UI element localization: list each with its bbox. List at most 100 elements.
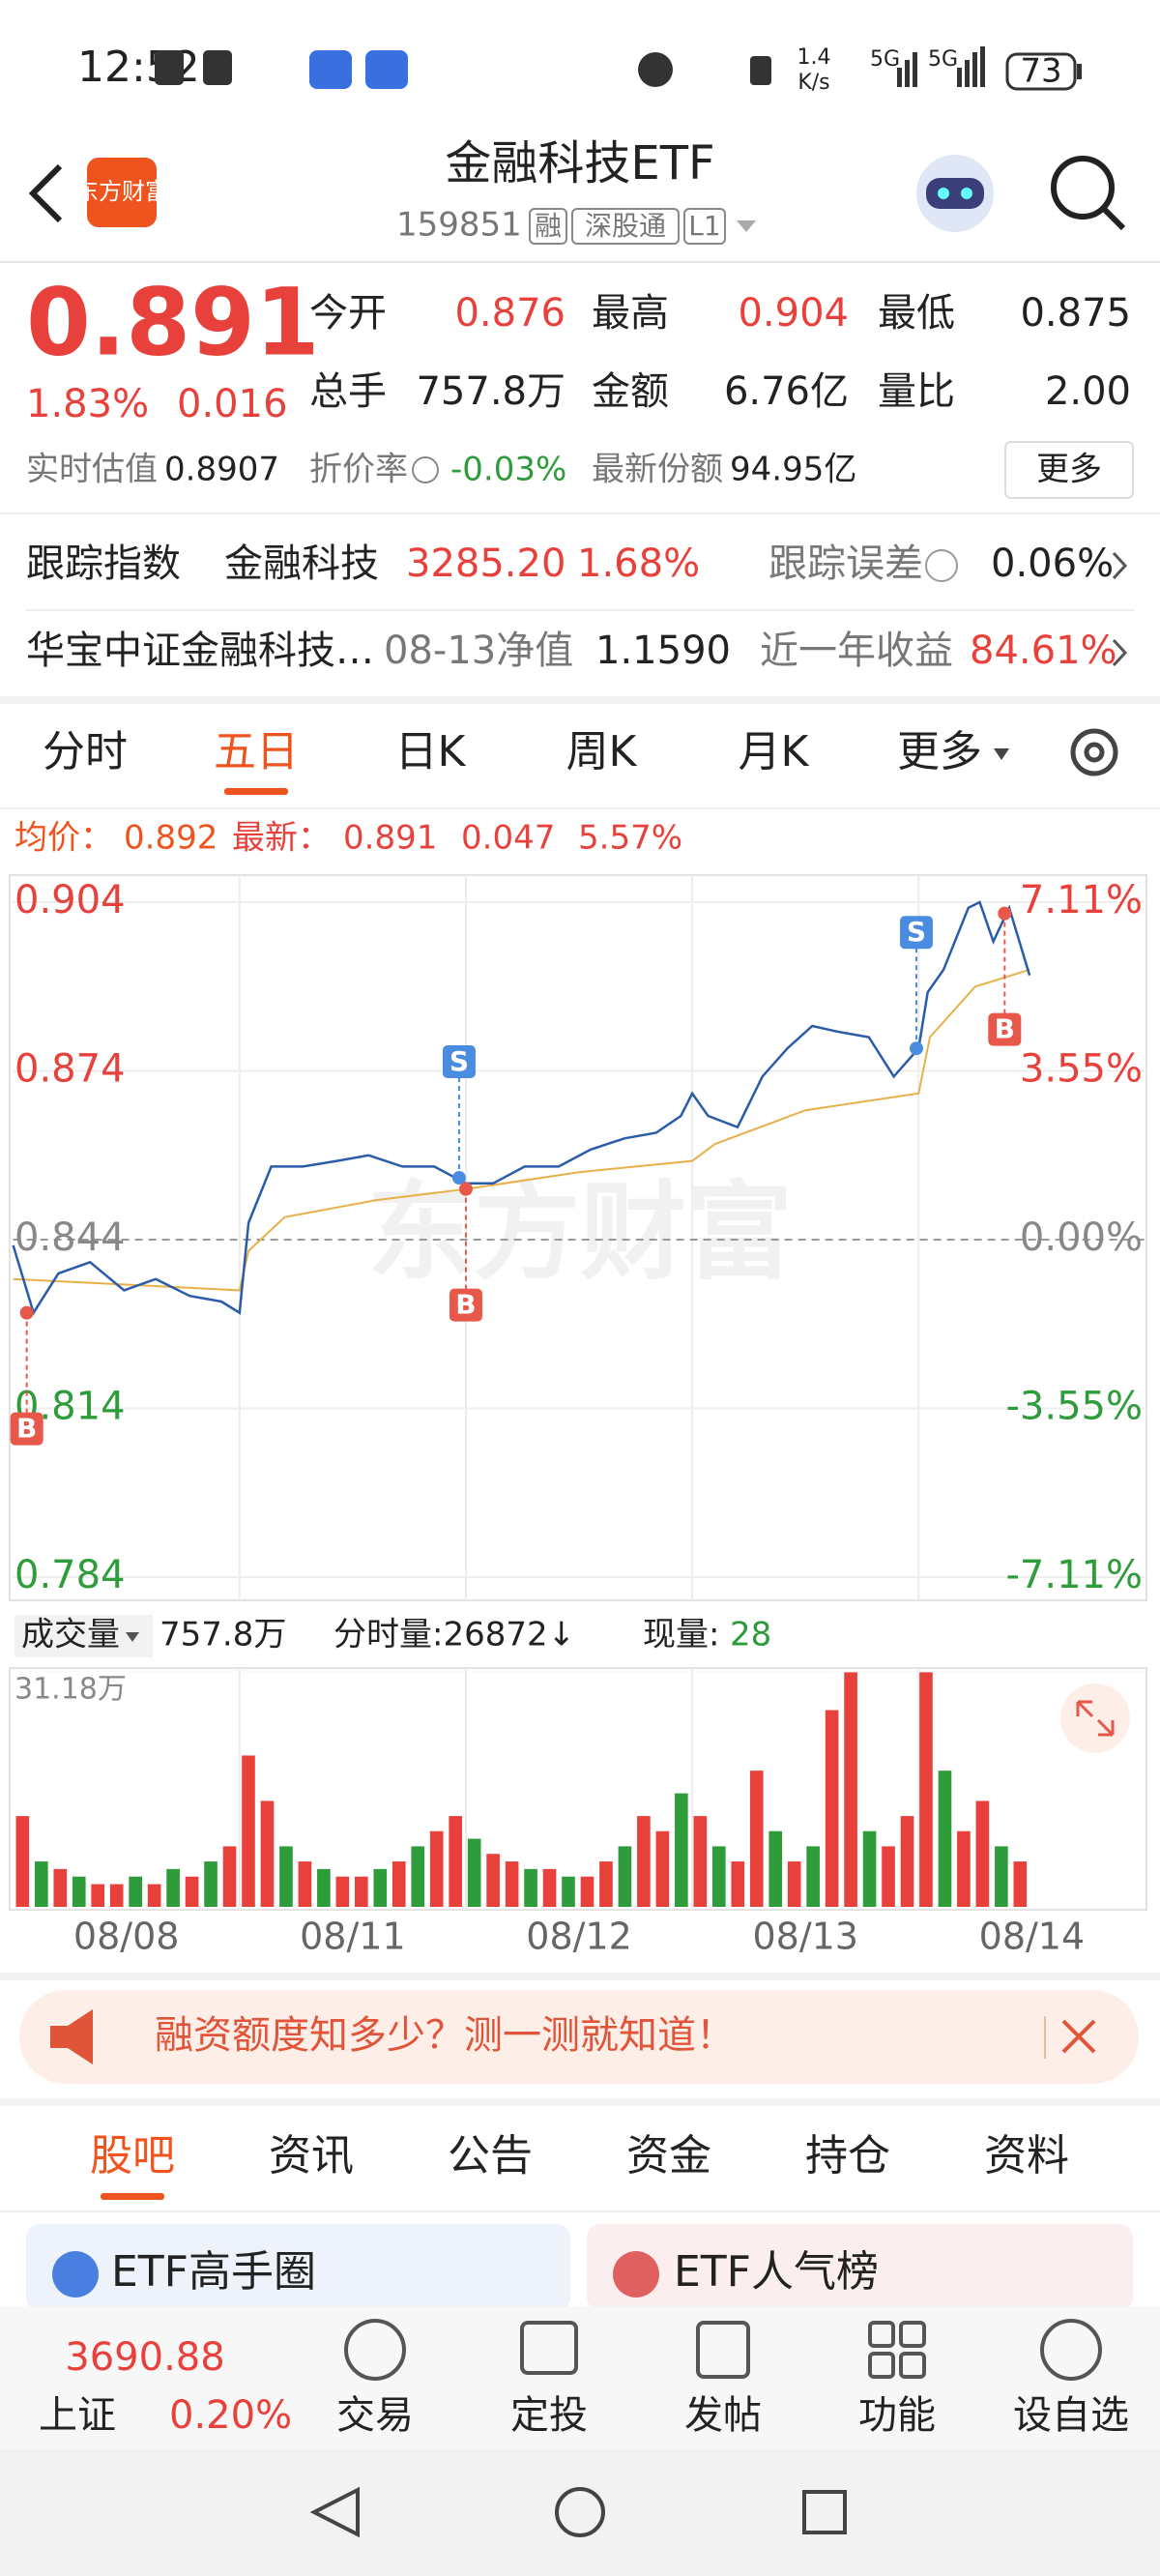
field-label: 最低: [878, 291, 955, 336]
bar-item[interactable]: 设自选: [1013, 2393, 1129, 2438]
robot-avatar[interactable]: [916, 155, 994, 232]
bar-item[interactable]: 功能: [858, 2393, 936, 2438]
error-label: 跟踪误差: [768, 542, 923, 586]
index-change: 0.20%: [169, 2393, 292, 2438]
divider: [0, 261, 1160, 263]
tab[interactable]: 公告: [448, 2131, 533, 2181]
price: 0.891: [26, 268, 320, 376]
divider: [0, 807, 1160, 809]
volume-bar: [675, 1793, 688, 1907]
discount: -0.03%: [450, 451, 566, 489]
bar-item[interactable]: 定投: [510, 2393, 588, 2438]
tab-active[interactable]: 股吧: [90, 2131, 175, 2181]
tab[interactable]: 资金: [626, 2131, 711, 2181]
tag-box: [683, 208, 726, 245]
banner[interactable]: [19, 1990, 1139, 2084]
net-speed: 1.4: [798, 45, 831, 70]
nav-home[interactable]: [555, 2487, 605, 2537]
change-pct: 1.83%: [26, 382, 149, 426]
info-icon[interactable]: [412, 456, 439, 483]
trade-point: [998, 906, 1012, 921]
volume-bar: [242, 1755, 255, 1907]
volume-bar: [637, 1816, 651, 1907]
volume-bar: [411, 1846, 425, 1907]
expand-button[interactable]: [1060, 1683, 1130, 1753]
card[interactable]: [26, 2224, 570, 2311]
trade-point: [458, 1182, 473, 1196]
close-button[interactable]: [1061, 2019, 1096, 2054]
change: 0.016: [177, 382, 288, 426]
y-tick-label: 0.844: [14, 1215, 126, 1260]
volume-bar: [919, 1672, 933, 1907]
discount-label: 折价率: [309, 451, 408, 489]
tracking-value: 3285.20: [406, 542, 566, 586]
bar-item[interactable]: 发帖: [684, 2393, 762, 2438]
divider: [0, 512, 1160, 514]
card-icon: [52, 2251, 99, 2298]
divider: [0, 1973, 1160, 1980]
chart-tab[interactable]: 周K: [566, 727, 638, 776]
volume-bar: [562, 1876, 575, 1907]
tab[interactable]: 持仓: [805, 2131, 890, 2181]
trade-point: [451, 1171, 466, 1186]
chart-tab[interactable]: 分时: [43, 727, 128, 776]
index-name: 上证: [39, 2393, 116, 2438]
tab-underline: [224, 788, 288, 795]
volume-bar: [449, 1816, 462, 1907]
chart-tab-active[interactable]: 五日: [214, 727, 299, 776]
search-button[interactable]: [1051, 156, 1126, 231]
chart-tab[interactable]: 更多: [897, 727, 982, 776]
card[interactable]: [587, 2224, 1133, 2311]
nav-recent[interactable]: [802, 2490, 847, 2534]
shares: 94.95亿: [730, 451, 856, 489]
volume-bar: [995, 1846, 1008, 1907]
volume-bar: [524, 1868, 537, 1907]
tag: 融: [535, 210, 562, 242]
info-icon[interactable]: [925, 549, 958, 582]
tab-underline: [101, 2193, 164, 2200]
y-tick-label: 0.784: [14, 1553, 126, 1597]
tracking-error: 0.06%: [991, 542, 1114, 586]
volume-bar: [392, 1861, 406, 1907]
y-tick-label: 0.874: [14, 1047, 126, 1092]
volume-bar: [72, 1876, 86, 1907]
volume-bar: [938, 1771, 952, 1907]
volume-bar: [844, 1672, 857, 1907]
trade-badge: [988, 1012, 1022, 1046]
chart-tab[interactable]: 月K: [739, 727, 810, 776]
y-tick-label: 0.904: [14, 878, 126, 922]
settings-button[interactable]: [1070, 728, 1118, 776]
chevron[interactable]: [1112, 638, 1128, 667]
y2-tick-label: 0.00%: [1020, 1215, 1143, 1260]
more-button[interactable]: [1004, 441, 1134, 499]
divider: [26, 609, 1134, 611]
field-value: 0.875: [1020, 291, 1131, 336]
bar-item[interactable]: 交易: [336, 2393, 414, 2438]
dropdown: [126, 1632, 139, 1642]
back-button[interactable]: [28, 163, 63, 223]
trade-badge: [442, 1045, 476, 1079]
index-value[interactable]: 3690.88: [65, 2335, 224, 2380]
app-logo: [87, 158, 157, 227]
volume-bar: [655, 1830, 670, 1907]
volume-bar: [900, 1816, 914, 1907]
volume-bar: [618, 1846, 632, 1907]
estimate: 0.8907: [164, 451, 279, 489]
trade-badge: [449, 1288, 482, 1322]
last-label: 最新：: [232, 819, 331, 858]
tab[interactable]: 资讯: [269, 2131, 354, 2181]
series-line: [12, 900, 1031, 1316]
field-value: 0.904: [738, 291, 849, 336]
chevron[interactable]: [1112, 551, 1128, 580]
nav-back[interactable]: [309, 2486, 360, 2538]
last: 0.891: [343, 819, 437, 858]
chart-tab[interactable]: 日K: [395, 727, 467, 776]
volume-bar: [109, 1884, 124, 1907]
tab[interactable]: 资料: [984, 2131, 1069, 2181]
dropdown[interactable]: [737, 220, 756, 232]
volume-bar: [373, 1868, 388, 1907]
volume-bar: [599, 1861, 613, 1907]
fund-name: 华宝中证金融科技…: [26, 629, 374, 673]
volume-bar: [298, 1861, 312, 1907]
battery: 73: [1020, 52, 1061, 91]
